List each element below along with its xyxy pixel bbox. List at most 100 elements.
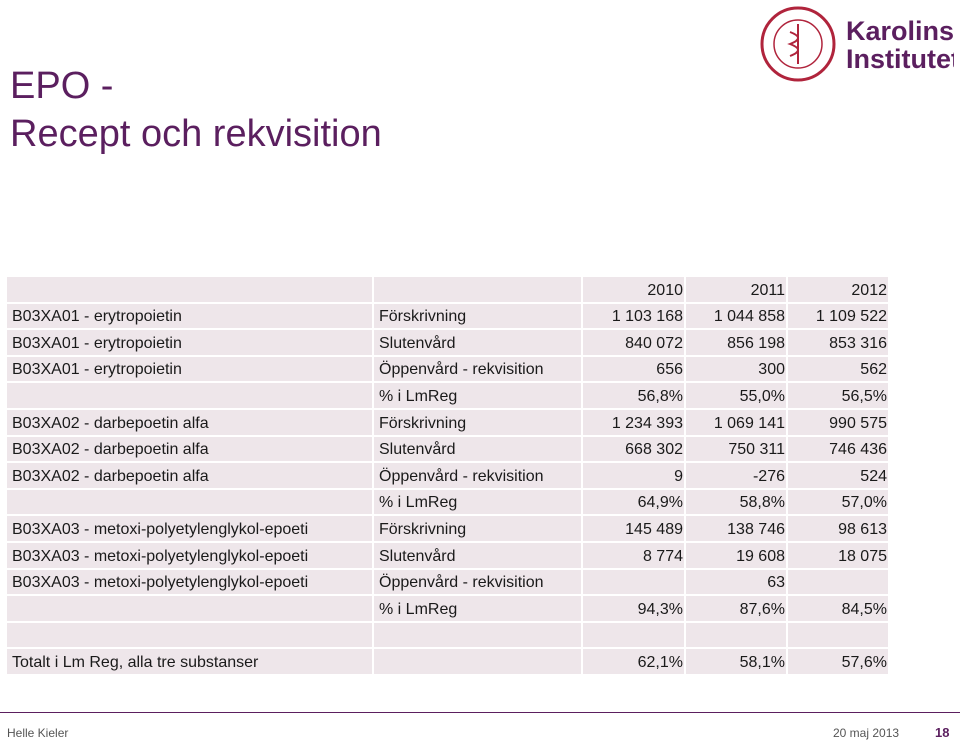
table-cell: 56,8% xyxy=(583,383,684,408)
seal-emblem xyxy=(787,24,799,64)
title-line: EPO - xyxy=(10,65,114,107)
table-cell: 2012 xyxy=(788,277,888,302)
table-cell: % i LmReg xyxy=(374,596,581,621)
table-cell xyxy=(7,622,372,648)
table-row xyxy=(7,622,888,648)
table-cell: 1 109 522 xyxy=(788,303,888,329)
logo-text: Institutet xyxy=(846,44,954,74)
table-cell: 1 234 393 xyxy=(583,409,684,435)
table-cell: Totalt i Lm Reg, alla tre substanser xyxy=(7,649,372,674)
table-cell: 87,6% xyxy=(686,596,786,621)
table-cell: 856 198 xyxy=(686,330,786,355)
table-cell: 524 xyxy=(788,463,888,488)
table-cell: B03XA02 - darbepoetin alfa xyxy=(7,463,372,488)
table-cell: 18 075 xyxy=(788,542,888,568)
footer-author: Helle Kieler xyxy=(7,726,69,740)
table-cell xyxy=(788,622,888,648)
table-row: B03XA03 - metoxi-polyetylenglykol-epoeti… xyxy=(7,542,888,568)
table-cell: 1 044 858 xyxy=(686,303,786,329)
table-row: B03XA02 - darbepoetin alfa Slutenvård 668 … xyxy=(7,436,888,462)
table-cell xyxy=(374,649,581,674)
table-cell: % i LmReg xyxy=(374,383,581,408)
table-cell: B03XA01 - erytropoietin xyxy=(7,330,372,355)
table-cell xyxy=(374,622,581,648)
table-row: B03XA02 - darbepoetin alfa Förskrivning 1 … xyxy=(7,409,888,435)
table-cell: Förskrivning xyxy=(374,516,581,541)
table-cell: 56,5% xyxy=(788,383,888,408)
table-cell xyxy=(374,277,581,302)
table-cell xyxy=(583,569,684,595)
data-table: 2010 2011 2012 B03XA01 - erytropoietin Försk… xyxy=(5,275,890,676)
table-cell: Öppenvård - rekvisition xyxy=(374,356,581,382)
table-cell: 64,9% xyxy=(583,489,684,515)
table-cell: Slutenvård xyxy=(374,330,581,355)
table-cell xyxy=(7,277,372,302)
table-cell xyxy=(7,596,372,621)
table-cell: B03XA01 - erytropoietin xyxy=(7,303,372,329)
table-cell: Förskrivning xyxy=(374,409,581,435)
table-cell: 656 xyxy=(583,356,684,382)
table-row: Totalt i Lm Reg, alla tre substanser 62,1… xyxy=(7,649,888,674)
table-cell: 562 xyxy=(788,356,888,382)
table-cell: % i LmReg xyxy=(374,489,581,515)
table-cell: 2011 xyxy=(686,277,786,302)
table-cell: B03XA02 - darbepoetin alfa xyxy=(7,436,372,462)
table-cell: B03XA01 - erytropoietin xyxy=(7,356,372,382)
table-cell xyxy=(686,622,786,648)
seal-ring xyxy=(760,6,836,82)
table-cell xyxy=(7,383,372,408)
table-cell: B03XA03 - metoxi-polyetylenglykol-epoeti xyxy=(7,542,372,568)
footer-line xyxy=(0,712,960,713)
table-row: B03XA03 - metoxi-polyetylenglykol-epoeti… xyxy=(7,569,888,595)
table-cell xyxy=(788,569,888,595)
table-cell: Öppenvård - rekvisition xyxy=(374,463,581,488)
table-cell xyxy=(7,489,372,515)
table-cell: Förskrivning xyxy=(374,303,581,329)
table-cell: 58,8% xyxy=(686,489,786,515)
table-cell: 62,1% xyxy=(583,649,684,674)
table-cell: 63 xyxy=(686,569,786,595)
page-number: 18 xyxy=(935,725,950,740)
seal-inner xyxy=(773,19,823,69)
table-cell xyxy=(583,622,684,648)
table-cell: 55,0% xyxy=(686,383,786,408)
table-row: B03XA01 - erytropoietin Förskrivning 1 103… xyxy=(7,303,888,329)
logo: Karolinska Institutet xyxy=(760,6,954,82)
logo-text: Karolinska xyxy=(846,16,954,46)
title-line: Recept och rekvisition xyxy=(10,113,382,155)
table-cell: B03XA03 - metoxi-polyetylenglykol-epoeti xyxy=(7,569,372,595)
table-cell: 94,3% xyxy=(583,596,684,621)
table-cell: 1 103 168 xyxy=(583,303,684,329)
table-row: % i LmReg 64,9% 58,8% 57,0% xyxy=(7,489,888,515)
table-cell: 750 311 xyxy=(686,436,786,462)
table-cell: B03XA03 - metoxi-polyetylenglykol-epoeti xyxy=(7,516,372,541)
table-cell: 840 072 xyxy=(583,330,684,355)
table-row: B03XA01 - erytropoietin Öppenvård - rekvi… xyxy=(7,356,888,382)
slide-title: EPO - Recept och rekvisition xyxy=(10,62,382,158)
table-cell: B03XA02 - darbepoetin alfa xyxy=(7,409,372,435)
table-cell: 58,1% xyxy=(686,649,786,674)
table-cell: 2010 xyxy=(583,277,684,302)
table-row: % i LmReg 56,8% 55,0% 56,5% xyxy=(7,383,888,408)
table-cell: 746 436 xyxy=(788,436,888,462)
table-cell: 57,6% xyxy=(788,649,888,674)
table-cell: Öppenvård - rekvisition xyxy=(374,569,581,595)
table-row: B03XA01 - erytropoietin Slutenvård 840 072… xyxy=(7,330,888,355)
table-cell: 84,5% xyxy=(788,596,888,621)
table-cell: 98 613 xyxy=(788,516,888,541)
table-cell: 138 746 xyxy=(686,516,786,541)
table-cell: Slutenvård xyxy=(374,542,581,568)
table-cell: 853 316 xyxy=(788,330,888,355)
footer-date: 20 maj 2013 xyxy=(833,726,900,740)
table-cell: 19 608 xyxy=(686,542,786,568)
table-cell: 8 774 xyxy=(583,542,684,568)
table-cell: 57,0% xyxy=(788,489,888,515)
table-cell: -276 xyxy=(686,463,786,488)
table-row: % i LmReg 94,3% 87,6% 84,5% xyxy=(7,596,888,621)
table-cell: 668 302 xyxy=(583,436,684,462)
table-row: 2010 2011 2012 xyxy=(7,277,888,302)
table-row: B03XA02 - darbepoetin alfa Öppenvård - re… xyxy=(7,463,888,488)
table-cell: 300 xyxy=(686,356,786,382)
table-cell: Slutenvård xyxy=(374,436,581,462)
